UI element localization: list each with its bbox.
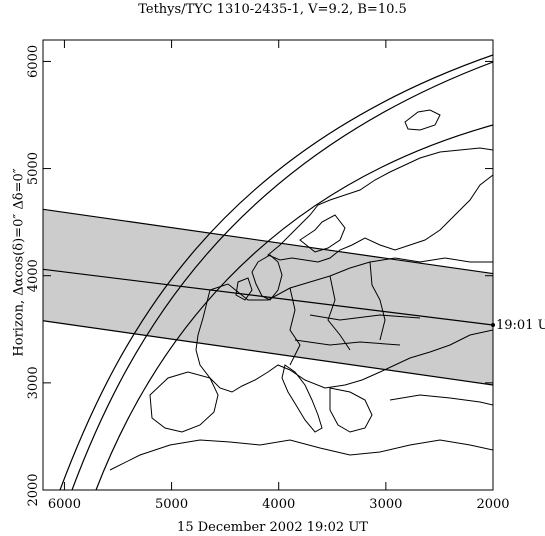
y-axis: 2000 3000 4000 5000 6000 (26, 45, 493, 507)
x-tick-label: 4000 (262, 497, 295, 512)
south-limit-line (43, 320, 493, 386)
x-axis: 6000 5000 4000 3000 2000 (48, 40, 510, 512)
center-line (43, 268, 493, 326)
x-tick-label: 2000 (476, 497, 509, 512)
x-tick-label: 3000 (369, 497, 402, 512)
y-tick-label: 3000 (26, 366, 41, 399)
earth-limb (59, 54, 493, 490)
y-tick-label: 5000 (26, 152, 41, 185)
north-limit-line (43, 208, 493, 275)
plot-frame (42, 39, 494, 491)
time-mark-label: 19:01 UT (496, 318, 545, 333)
y-tick-label: 6000 (26, 45, 41, 78)
chart-title: Tethys/TYC 1310-2435-1, V=9.2, B=10.5 (138, 2, 407, 17)
y-axis-title: Horizon, Δαcos(δ)=0″ Δδ=0″ (11, 168, 27, 357)
x-axis-title: 15 December 2002 19:02 UT (177, 520, 368, 535)
x-tick-label: 5000 (155, 497, 188, 512)
y-tick-label: 4000 (26, 259, 41, 292)
coastlines (109, 109, 493, 471)
x-tick-label: 6000 (48, 497, 81, 512)
y-tick-label: 2000 (26, 473, 41, 506)
